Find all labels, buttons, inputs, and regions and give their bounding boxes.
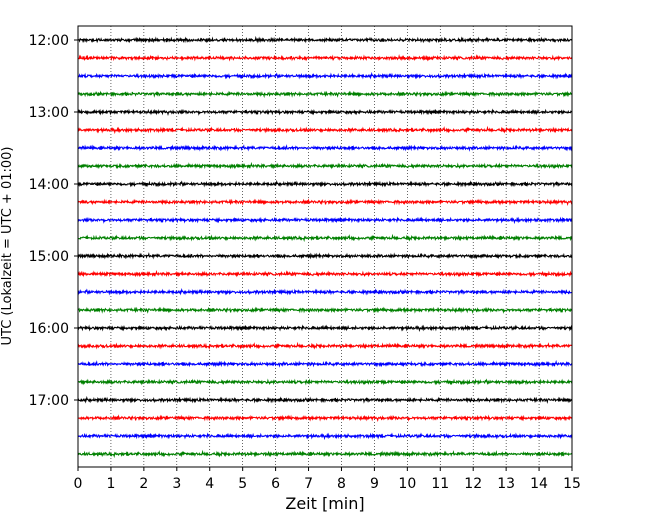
y-tick-label: 17:00: [29, 393, 69, 409]
trace-line: [77, 198, 573, 206]
y-tick-label: 13:00: [29, 105, 69, 121]
trace-line: [77, 341, 573, 351]
y-tick-label: 14:00: [29, 177, 69, 193]
trace-line: [77, 269, 573, 278]
trace-line: [78, 306, 573, 314]
trace-line: [77, 90, 573, 99]
trace-line: [77, 216, 573, 225]
x-tick-label: 14: [530, 476, 548, 492]
x-tick-label: 6: [271, 476, 280, 492]
trace-line: [77, 287, 573, 296]
trace-line: [77, 449, 573, 459]
x-tick-label: 11: [431, 476, 449, 492]
trace-line: [77, 108, 573, 116]
trace-line: [77, 125, 573, 135]
y-axis: 12:00 13:00 14:00 15:00 16:00 17:00: [29, 33, 78, 409]
trace-line: [77, 324, 573, 333]
trace-line: [77, 161, 573, 170]
trace-line: [77, 35, 573, 44]
x-tick-label: 5: [238, 476, 247, 492]
trace-line: [77, 144, 573, 152]
trace-line: [77, 432, 573, 441]
y-tick-label: 12:00: [29, 33, 69, 49]
trace-line: [77, 359, 573, 368]
x-tick-label: 15: [563, 476, 581, 492]
trace-line: [77, 54, 573, 62]
trace-line: [77, 395, 573, 404]
y-tick-label: 15:00: [29, 249, 69, 265]
y-tick-label: 16:00: [29, 321, 69, 337]
x-tick-label: 10: [398, 476, 416, 492]
x-tick-label: 12: [464, 476, 482, 492]
x-tick-label: 0: [74, 476, 83, 492]
trace-line: [77, 179, 573, 188]
x-tick-label: 8: [337, 476, 346, 492]
x-tick-label: 7: [304, 476, 313, 492]
trace-line: [77, 378, 573, 386]
x-tick-label: 13: [497, 476, 515, 492]
x-tick-label: 9: [370, 476, 379, 492]
x-axis: 0 1 2 3 4 5 6 7 8 9 10 11 12 13 14 15: [74, 467, 581, 492]
seismic-traces: [77, 35, 573, 459]
x-tick-label: 4: [205, 476, 214, 492]
y-axis-label: UTC (Lokalzeit = UTC + 01:00): [0, 147, 15, 346]
trace-line: [77, 71, 573, 80]
x-tick-label: 3: [172, 476, 181, 492]
trace-line: [77, 233, 573, 243]
trace-line: [77, 414, 573, 422]
x-axis-label: Zeit [min]: [285, 494, 364, 513]
x-tick-label: 1: [106, 476, 115, 492]
x-tick-label: 2: [139, 476, 148, 492]
trace-line: [77, 252, 573, 260]
plot-frame: [77, 25, 573, 468]
